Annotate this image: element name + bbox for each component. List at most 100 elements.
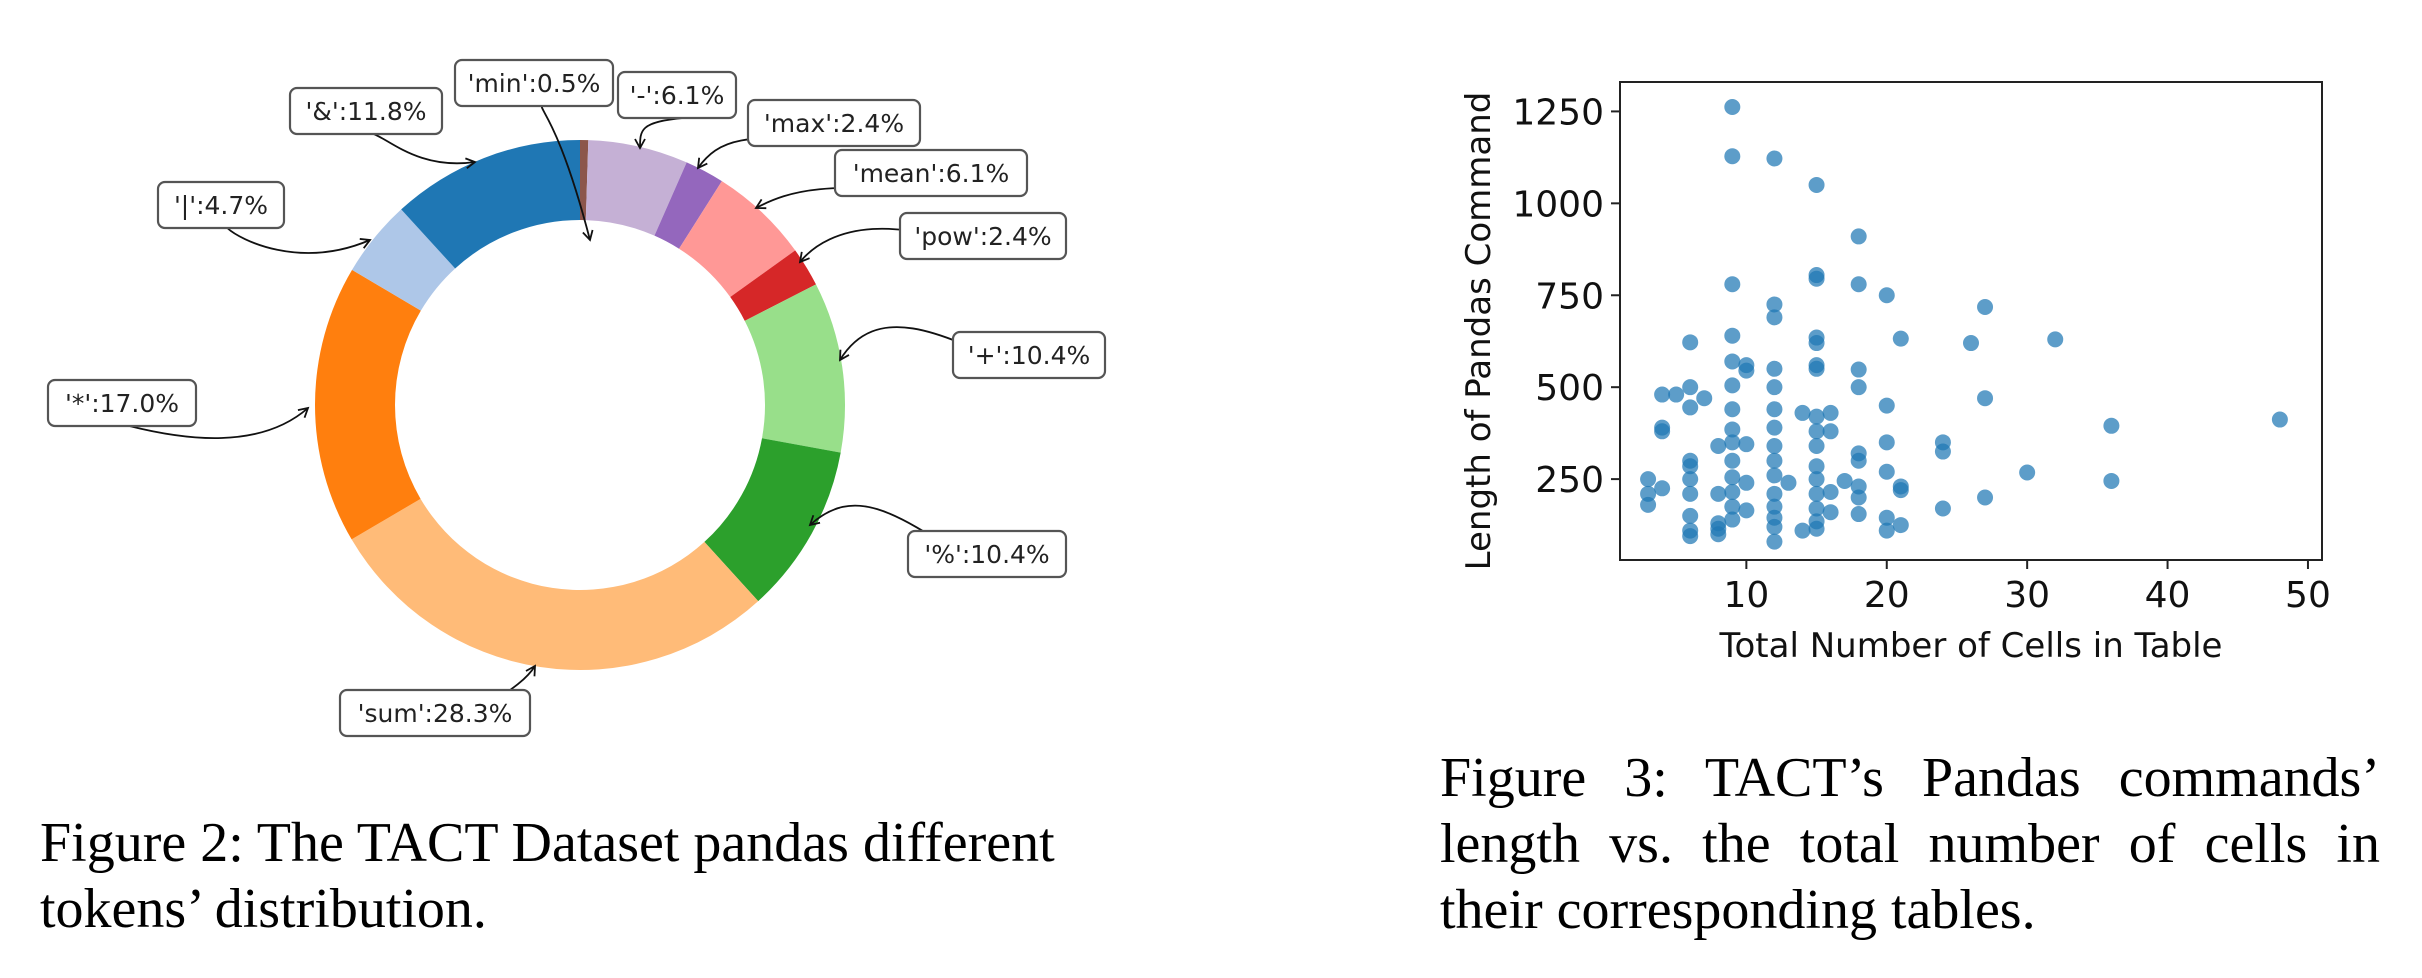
scatter-point [1724,353,1741,370]
scatter-point [1808,270,1825,287]
scatter-point [1710,526,1727,543]
scatter-point [1724,498,1741,515]
scatter-chart: 10 20 30 40 50 250 500 750 1000 1250 Total Number … [1459,81,2331,666]
x-tick-label: 20 [1864,575,1910,616]
scatter-point [1640,485,1657,502]
scatter-point [1822,404,1839,421]
y-tick-label: 500 [1535,368,1604,409]
figure-2-caption: Figure 2: The TACT Dataset pandas differ… [40,812,1055,940]
scatter-point [1766,518,1783,535]
scatter-point [1808,438,1825,455]
slice-label-text: 'mean':6.1% [853,159,1010,188]
scatter-point [1724,421,1741,438]
scatter-point [1682,458,1699,475]
slice-label: '-':6.1% [616,70,738,150]
slice-label: '*':17.0% [46,378,310,440]
scatter-point [1766,401,1783,418]
label-box [156,180,286,230]
scatter-point [1654,423,1671,440]
label-box [833,148,1029,198]
donut-slice [730,250,816,321]
donut-slice [580,140,589,221]
scatter-point [1724,469,1741,486]
scatter-point [2271,411,2288,428]
label-box [616,70,738,120]
scatter-point [1808,423,1825,440]
scatter-point [1850,452,1867,469]
scatter-point [1766,467,1783,484]
label-box [338,688,532,738]
scatter-point [1822,483,1839,500]
x-tick-label: 50 [2285,575,2331,616]
scatter-point [1766,498,1783,515]
label-box [951,330,1107,380]
scatter-point [1654,386,1671,403]
y-tick-label: 750 [1535,276,1604,317]
label-box [906,529,1068,579]
scatter-point [1766,379,1783,396]
scatter-point [2103,472,2120,489]
scatter-point [1710,438,1727,455]
scatter-point [1766,533,1783,550]
scatter-point [1822,423,1839,440]
donut-slice [744,284,845,453]
label-box [46,378,198,428]
scatter-point [1822,504,1839,521]
scatter-point [1724,511,1741,528]
slice-label: '%':10.4% [808,504,1068,579]
slice-label-text: 'max':2.4% [764,109,904,138]
slice-label: 'mean':6.1% [754,148,1029,210]
scatter-point [1808,520,1825,537]
slice-label: '&':11.8% [288,86,477,169]
slice-label-text: 'pow':2.4% [914,222,1051,251]
label-arrow [226,227,372,254]
scatter-point [1878,434,1895,451]
scatter-point [1892,330,1909,347]
label-box [746,98,922,148]
slice-label: 'min':0.5% [453,58,615,242]
scatter-point [1850,506,1867,523]
scatter-point [2103,417,2120,434]
scatter-point [1878,287,1895,304]
label-box [453,58,615,108]
y-tick-label: 1250 [1512,92,1604,133]
donut-slice [315,269,421,540]
slice-label: '+':10.4% [839,326,1107,380]
scatter-point [1682,471,1699,488]
figure-3-caption: Figure 3: TACT’s Pandas commands’ length… [1440,747,2380,941]
x-tick-label: 40 [2145,575,2191,616]
donut-slice [704,438,841,602]
scatter-point [1780,474,1797,491]
scatter-point [1934,443,1951,460]
scatter-point [1836,472,1853,489]
slice-label-text: 'min':0.5% [468,69,601,98]
scatter-point [1724,148,1741,165]
scatter-point [1850,228,1867,245]
scatter-point [1724,401,1741,418]
scatter-point [1878,463,1895,480]
scatter-point [1766,360,1783,377]
scatter-point [1766,485,1783,502]
donut-slice [352,209,456,311]
scatter-point [1977,489,1994,506]
scatter-point [1878,509,1895,526]
scatter-point [1808,471,1825,488]
label-arrow [373,133,477,169]
scatter-point [1808,335,1825,352]
scatter-point [1724,483,1741,500]
scatter-point [1794,522,1811,539]
scatter-point [1878,522,1895,539]
scatter-point [1808,500,1825,517]
y-axis-title: Length of Pandas Command [1459,92,1499,571]
slice-label-text: '*':17.0% [65,389,179,418]
scatter-point [1738,502,1755,519]
scatter-point [1682,485,1699,502]
donut-slice [585,140,687,236]
scatter-point [1724,99,1741,116]
scatter-point [1892,482,1909,499]
scatter-point [1738,436,1755,453]
scatter-point [1682,379,1699,396]
scatter-point [1668,386,1685,403]
scatter-point [1640,471,1657,488]
scatter-point [1808,176,1825,193]
